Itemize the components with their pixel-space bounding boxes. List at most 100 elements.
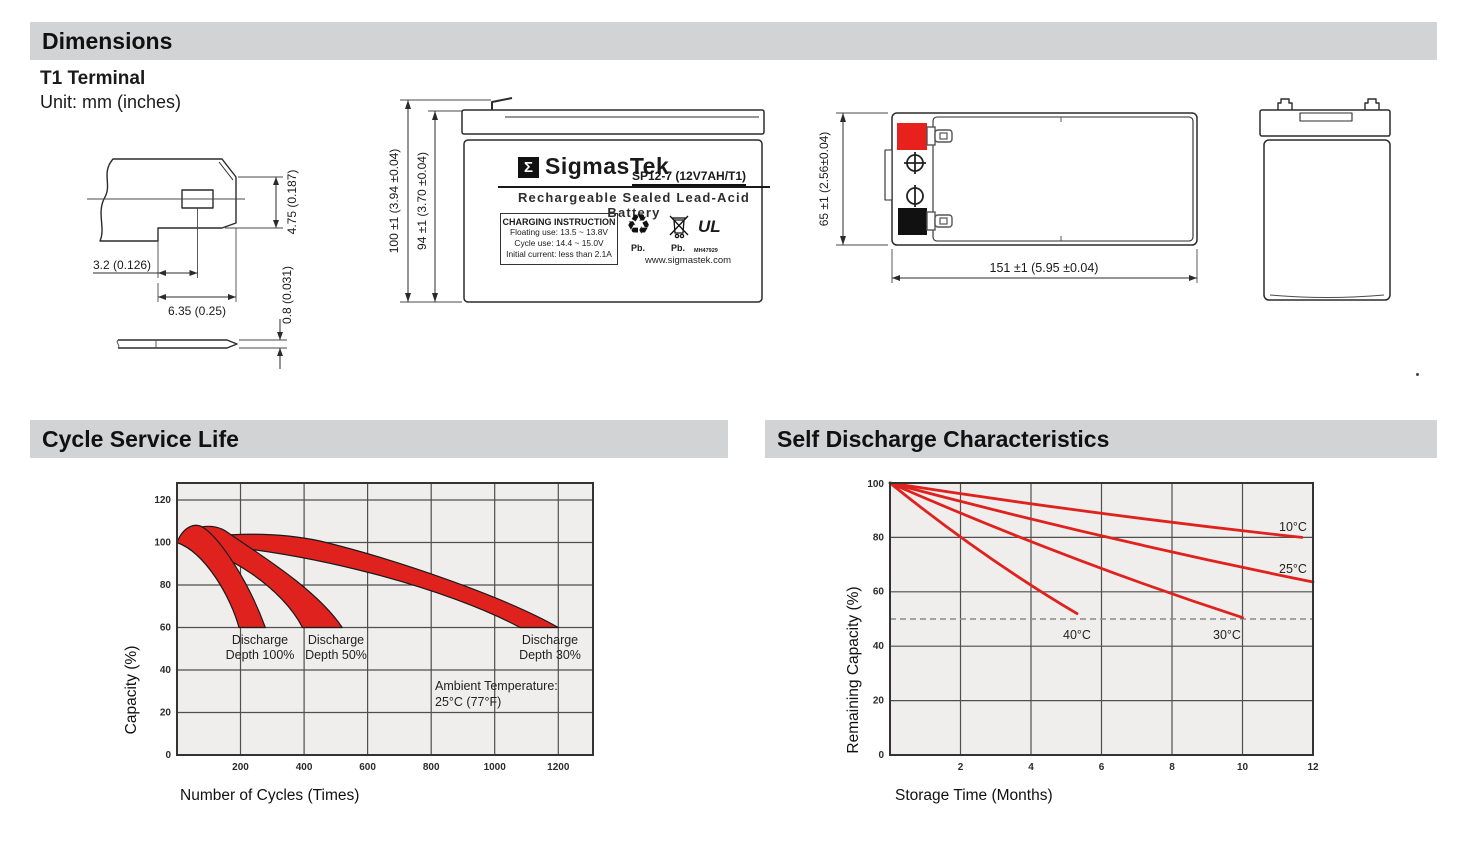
label-10c: 10°C [1279,520,1307,534]
x-tick: 8 [1169,762,1175,773]
dim-label-case-height: 94 ±1 (3.70 ±0.04) [415,152,429,250]
y-tick-labels: 0 20 40 60 80 100 [867,479,884,761]
x-tick: 2 [958,762,964,773]
dim-label-tab-length: 6.35 (0.25) [168,304,226,318]
y-tick: 20 [873,696,885,707]
y-tick: 100 [867,479,884,490]
y-axis-title: Capacity (%) [123,646,140,735]
y-tick: 100 [154,538,171,549]
x-tick: 1200 [547,762,570,773]
x-tick: 10 [1237,762,1249,773]
y-axis-title: Remaining Capacity (%) [845,586,862,753]
x-axis-title: Storage Time (Months) [895,787,1053,804]
curve-10c [888,481,1304,539]
brand-name: SigmasTek [545,153,670,179]
dim-label-total-height: 100 ±1 (3.94 ±0.04) [387,149,401,254]
section-header-cycle-service-life: Cycle Service Life [30,420,728,458]
battery-label: Σ SigmasTek SP12-7 (12V7AH/T1) Rechargea… [498,153,770,273]
battery-case-top [884,112,1198,246]
annotation-dod50-l1: Discharge [308,633,364,647]
dim-label-thickness: 0.8 (0.031) [280,266,294,324]
recycle-pb-icon: ♻ [626,209,652,240]
annotation-dod30-l2: Depth 30% [519,648,581,662]
recycle-pb-text: Pb. [631,243,646,253]
x-tick-labels: 2 4 6 8 10 12 [958,762,1319,773]
curve-25c [888,481,1315,584]
dim-label-length: 151 ±1 (5.95 ±0.04) [990,261,1099,275]
annotation-ambient-l1: Ambient Temperature: [435,679,558,693]
sigma-logo-icon: Σ [518,157,539,178]
cycle-service-life-chart: 0 20 40 60 80 100 120 200 400 600 800 10… [123,482,594,804]
positive-terminal [897,123,953,150]
dim-label-hole-offset: 3.2 (0.126) [93,258,151,272]
y-tick: 0 [165,750,171,761]
y-tick: 60 [160,623,172,634]
section-header-dimensions: Dimensions [30,22,1437,60]
battery-type-line: Rechargeable Sealed Lead-Acid Battery [517,190,751,220]
charging-instruction-box: CHARGING INSTRUCTION Floating use: 13.5 … [500,213,618,265]
dim-label-width: 65 ±1 (2.56±0.04) [817,132,831,227]
battery-end-view [1259,98,1391,301]
website-text: www.sigmastek.com [644,255,732,266]
stray-dot [1416,373,1419,376]
x-tick: 12 [1307,762,1319,773]
negative-terminal [898,208,953,235]
terminal-drawing: 3.2 (0.126) 6.35 (0.25) 4.75 (0.187) 0.8… [87,158,299,369]
charging-cycle: Cycle use: 14.4 ~ 15.0V [514,237,604,248]
charging-initial: Initial current: less than 2.1A [506,248,612,259]
x-tick: 200 [232,762,249,773]
discharge-depth-bands [176,524,559,629]
front-dimensions [400,99,491,303]
dim-label-tab-height: 4.75 (0.187) [285,170,299,235]
annotation-dod30-l1: Discharge [522,633,578,647]
terminal-side-view [116,339,238,349]
x-tick: 800 [423,762,440,773]
charging-floating: Floating use: 13.5 ~ 13.8V [509,227,608,237]
polarity-minus-icon [906,185,924,207]
crossed-bin-icon [669,215,689,239]
label-30c: 30°C [1213,628,1241,642]
annotation-dod50-l2: Depth 50% [305,648,367,662]
curve-30c [888,481,1244,619]
label-divider [498,186,770,188]
section-header-self-discharge: Self Discharge Characteristics [765,420,1437,458]
x-tick-labels: 200 400 600 800 1000 1200 [232,762,570,773]
y-tick: 80 [873,533,885,544]
ul-file-number: MH47929 [694,248,718,254]
battery-case-front [461,97,765,303]
y-tick: 60 [873,587,885,598]
y-tick: 20 [160,708,172,719]
unit-note: Unit: mm (inches) [40,92,182,112]
y-tick: 80 [160,580,172,591]
curve-40c [888,481,1079,615]
x-tick: 400 [296,762,313,773]
y-tick: 40 [873,641,885,652]
x-tick: 4 [1028,762,1034,773]
annotation-dod100-l2: Depth 100% [226,648,295,662]
label-40c: 40°C [1063,628,1091,642]
polarity-plus-icon [904,152,926,174]
temperature-curves [888,481,1315,619]
terminal-outline [87,158,245,242]
annotation-ambient-l2: 25°C (77°F) [435,695,501,709]
end-view-case [1259,98,1391,301]
y-tick-labels: 0 20 40 60 80 100 120 [154,495,171,761]
plot-border [176,482,594,756]
y-tick: 120 [154,495,171,506]
battery-front-view: 100 ±1 (3.94 ±0.04) 94 ±1 (3.70 ±0.04) [387,97,765,303]
plot-border [889,482,1314,756]
x-tick: 1000 [484,762,507,773]
top-view-dimensions [836,112,1198,283]
self-discharge-chart: 0 20 40 60 80 100 2 4 6 8 10 12 10°C 25°… [845,479,1319,804]
label-25c: 25°C [1279,562,1307,576]
charging-title: CHARGING INSTRUCTION [502,217,616,227]
dimension-lines [93,176,287,369]
model-number: SP12-7 (12V7AH/T1) [632,169,747,186]
t1-terminal-title: T1 Terminal [40,68,146,89]
band-annotations: Discharge Depth 100% Discharge Depth 50%… [226,633,581,709]
annotation-dod100-l1: Discharge [232,633,288,647]
x-tick: 600 [359,762,376,773]
band-dod-100 [176,524,266,629]
y-tick: 0 [878,750,884,761]
battery-top-view: 65 ±1 (2.56±0.04) 151 ±1 (5.95 ±0.04) [817,112,1198,283]
